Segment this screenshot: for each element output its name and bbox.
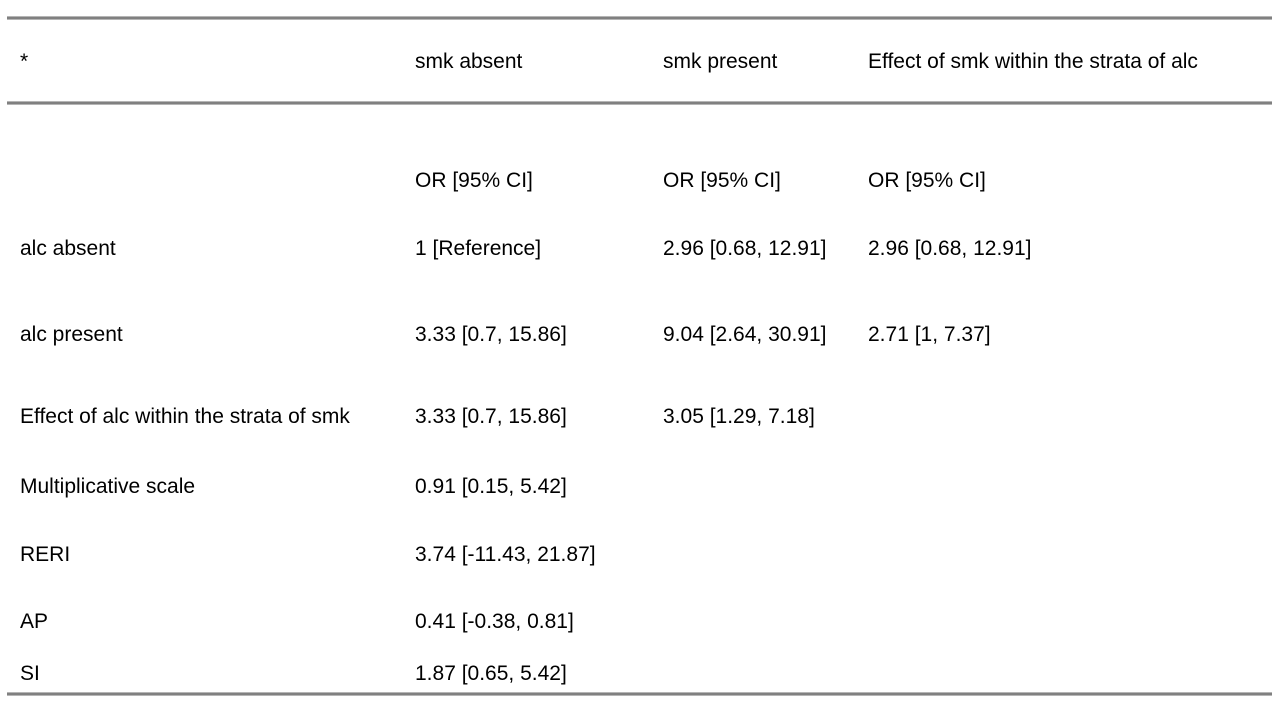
row-label-cell: AP <box>20 610 49 633</box>
table-header-row: * smk absent smk present Effect of smk w… <box>0 49 1280 75</box>
value-cell: OR [95% CI] <box>663 169 781 192</box>
value-cell: OR [95% CI] <box>415 169 533 192</box>
row-label-cell: alc absent <box>20 237 116 260</box>
header-cell-smk-present: smk present <box>663 50 778 73</box>
value-cell: 3.33 [0.7, 15.86] <box>415 323 567 346</box>
header-cell-smk-absent: smk absent <box>415 50 523 73</box>
row-label-cell: SI <box>20 662 40 685</box>
table-row-or-ci-subheader: OR [95% CI] OR [95% CI] OR [95% CI] <box>0 168 1280 194</box>
value-cell: 2.96 [0.68, 12.91] <box>663 237 827 260</box>
value-cell: 3.05 [1.29, 7.18] <box>663 405 815 428</box>
table-row-alc-absent: alc absent 1 [Reference] 2.96 [0.68, 12.… <box>0 236 1280 262</box>
table-header-rule <box>7 101 1272 105</box>
table-top-rule <box>7 16 1272 20</box>
value-cell: 2.71 [1, 7.37] <box>868 323 991 346</box>
value-cell: 0.91 [0.15, 5.42] <box>415 475 567 498</box>
value-cell: 1.87 [0.65, 5.42] <box>415 662 567 685</box>
table-row-reri: RERI 3.74 [-11.43, 21.87] <box>0 542 1280 568</box>
table-row-si: SI 1.87 [0.65, 5.42] <box>0 661 1280 687</box>
table-row-multiplicative-scale: Multiplicative scale 0.91 [0.15, 5.42] <box>0 474 1280 500</box>
row-label-cell: Multiplicative scale <box>20 475 196 498</box>
row-label-cell: alc present <box>20 323 123 346</box>
value-cell: 3.33 [0.7, 15.86] <box>415 405 567 428</box>
value-cell: 0.41 [-0.38, 0.81] <box>415 610 574 633</box>
header-cell-effect-of-smk: Effect of smk within the strata of alc <box>868 50 1198 73</box>
value-cell: 3.74 [-11.43, 21.87] <box>415 543 596 566</box>
row-label-cell: Effect of alc within the strata of smk <box>20 405 350 428</box>
header-cell-asterisk: * <box>20 50 29 73</box>
row-label-cell: RERI <box>20 543 71 566</box>
value-cell: 9.04 [2.64, 30.91] <box>663 323 827 346</box>
table-bottom-rule <box>7 692 1272 696</box>
table-row-effect-of-alc: Effect of alc within the strata of smk 3… <box>0 404 1280 430</box>
value-cell: OR [95% CI] <box>868 169 986 192</box>
table-row-ap: AP 0.41 [-0.38, 0.81] <box>0 609 1280 635</box>
value-cell: 1 [Reference] <box>415 237 542 260</box>
table-row-alc-present: alc present 3.33 [0.7, 15.86] 9.04 [2.64… <box>0 322 1280 348</box>
value-cell: 2.96 [0.68, 12.91] <box>868 237 1032 260</box>
